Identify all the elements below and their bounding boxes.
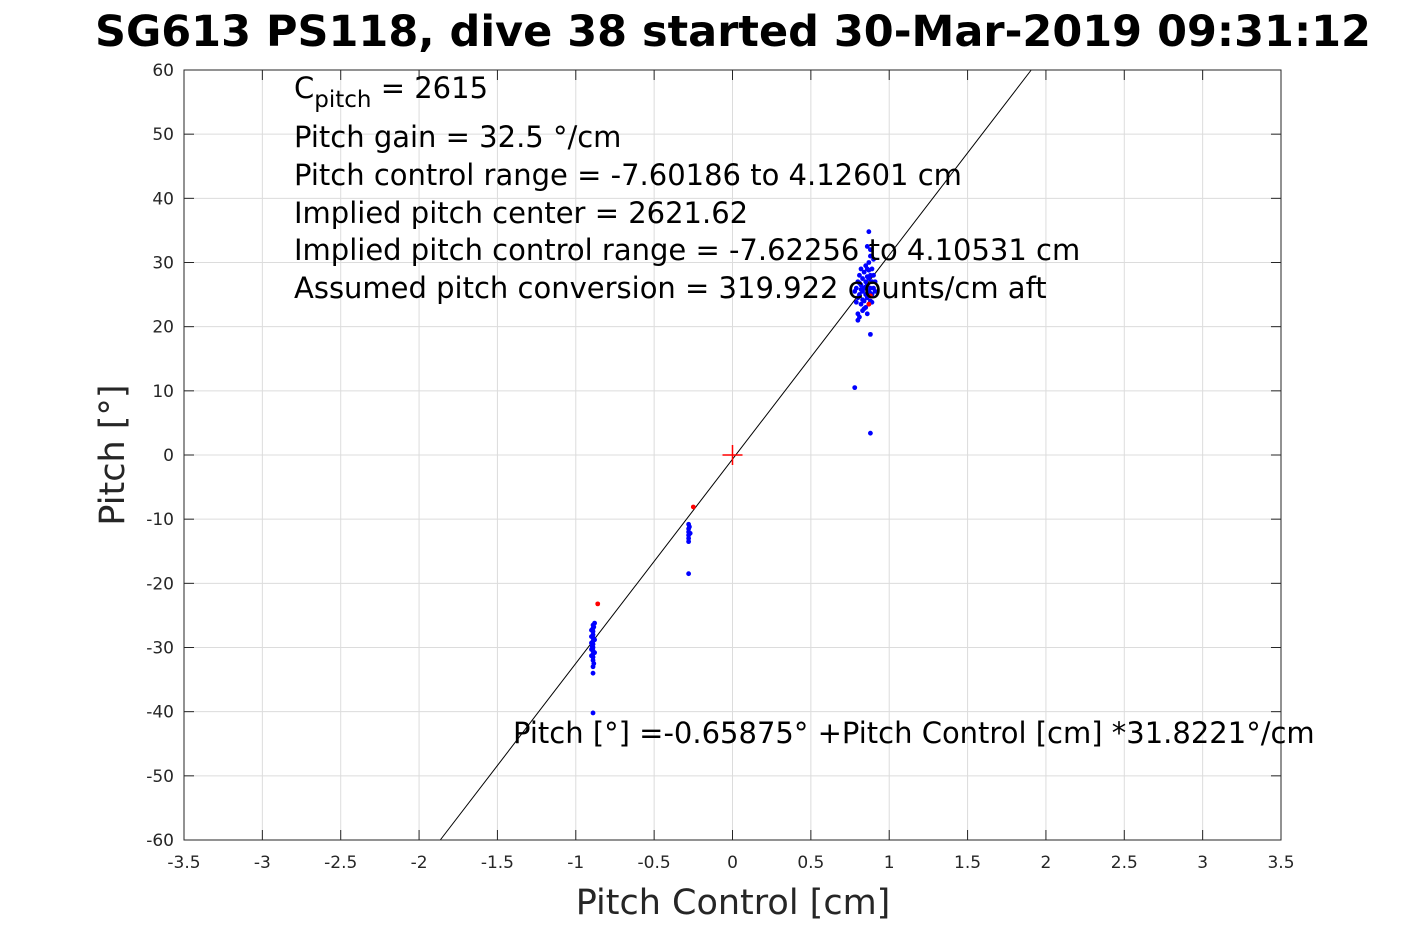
x-tick-label: 2.5 [1111, 853, 1138, 873]
y-tick-label: -30 [146, 639, 174, 659]
data-point [872, 279, 878, 285]
x-tick-label: 1 [884, 853, 895, 873]
data-point [589, 653, 594, 659]
data-point [857, 292, 862, 297]
data-point [852, 385, 858, 391]
y-tick-label: -20 [146, 574, 174, 594]
data-point [857, 272, 862, 278]
data-point [591, 661, 597, 666]
data-point [853, 285, 859, 291]
cpitch-value: = 2615 [371, 71, 488, 105]
data-point [592, 637, 597, 643]
x-tick-label: 3.5 [1267, 853, 1294, 873]
x-tick-label: -3.5 [167, 853, 200, 873]
y-tick-label: -10 [146, 510, 174, 530]
data-point [868, 247, 873, 253]
y-tick-label: 50 [152, 125, 174, 145]
x-tick-label: 0.5 [797, 853, 824, 873]
annotation-line: Implied pitch center = 2621.62 [294, 196, 748, 230]
y-tick-label: 40 [152, 189, 174, 209]
data-point [687, 524, 692, 530]
y-axis-label: Pitch [°] [93, 384, 133, 525]
data-point [589, 634, 594, 639]
x-tick-label: -1.5 [481, 853, 514, 873]
x-tick-label: 0 [727, 853, 738, 873]
data-point [863, 284, 869, 290]
x-tick-label: -2.5 [324, 853, 357, 873]
x-tick-label: -0.5 [638, 853, 671, 873]
x-tick-label: 1.5 [954, 853, 981, 873]
x-tick-label: -1 [567, 853, 584, 873]
y-tick-label: 30 [152, 254, 174, 274]
data-point [860, 276, 865, 281]
data-point [592, 650, 597, 656]
data-point [858, 266, 864, 272]
y-tick-label: -40 [146, 703, 174, 723]
data-point [686, 571, 692, 577]
y-tick-label: 20 [152, 318, 174, 338]
data-point [590, 710, 596, 716]
data-point [860, 297, 865, 303]
annotation-line: Implied pitch control range = -7.62256 t… [294, 233, 1080, 267]
data-point [858, 301, 864, 307]
data-point [866, 301, 872, 307]
annotation-line: Pitch control range = -7.60186 to 4.1260… [294, 158, 962, 192]
data-point [872, 288, 878, 294]
cpitch-subscript: pitch [314, 87, 371, 113]
data-point [866, 229, 872, 235]
data-point [857, 280, 862, 286]
data-points [589, 229, 878, 716]
data-point [861, 269, 867, 275]
data-point [858, 287, 864, 292]
data-point [863, 263, 869, 269]
data-point [864, 244, 870, 249]
data-point [591, 624, 597, 630]
data-point [589, 643, 595, 649]
data-point [687, 530, 693, 536]
y-tick-label: -60 [146, 831, 174, 851]
data-point [871, 272, 876, 278]
data-point [868, 293, 873, 299]
y-tick-label: 60 [152, 61, 174, 81]
y-tick-label: 10 [152, 382, 174, 402]
x-axis-label: Pitch Control [cm] [576, 883, 891, 923]
data-point [868, 253, 873, 259]
cpitch-prefix: C [294, 71, 314, 105]
annotation-line: Assumed pitch conversion = 319.922 count… [294, 271, 1047, 305]
data-point [686, 539, 692, 545]
annotation-line: Pitch gain = 32.5 °/cm [294, 120, 621, 154]
data-point [853, 299, 859, 305]
x-tick-label: -3 [254, 853, 271, 873]
cpitch-annotation: Cpitch = 2615 [294, 71, 488, 113]
data-point [864, 311, 870, 317]
data-point [864, 274, 870, 280]
center-marker-group [722, 445, 743, 465]
data-point [590, 670, 596, 676]
chart-title: SG613 PS118, dive 38 started 30-Mar-2019… [95, 7, 1371, 57]
data-point [866, 260, 872, 265]
data-point [595, 601, 601, 607]
x-axis-ticks: -3.5 -3 -2.5 -2 -1.5 -1 -0.5 0 0.5 1 1.5 2 2.5 3 3.5 [167, 70, 1295, 873]
x-tick-label: 2 [1041, 853, 1052, 873]
data-point [871, 256, 876, 262]
data-point [866, 267, 872, 273]
y-axis-ticks: -60 -50 -40 -30 -20 -10 0 10 20 30 40 50 60 [146, 61, 1281, 851]
data-point [690, 504, 696, 510]
data-point [855, 317, 861, 323]
data-point [868, 430, 873, 436]
fit-equation: Pitch [°] =-0.65875° +Pitch Control [cm]… [513, 716, 1315, 750]
data-point [861, 306, 867, 312]
y-tick-label: -50 [146, 767, 174, 787]
y-tick-label: 0 [163, 446, 174, 466]
data-point [592, 620, 597, 626]
x-tick-label: 3 [1197, 853, 1208, 873]
data-point [868, 331, 873, 337]
x-tick-label: -2 [411, 853, 428, 873]
